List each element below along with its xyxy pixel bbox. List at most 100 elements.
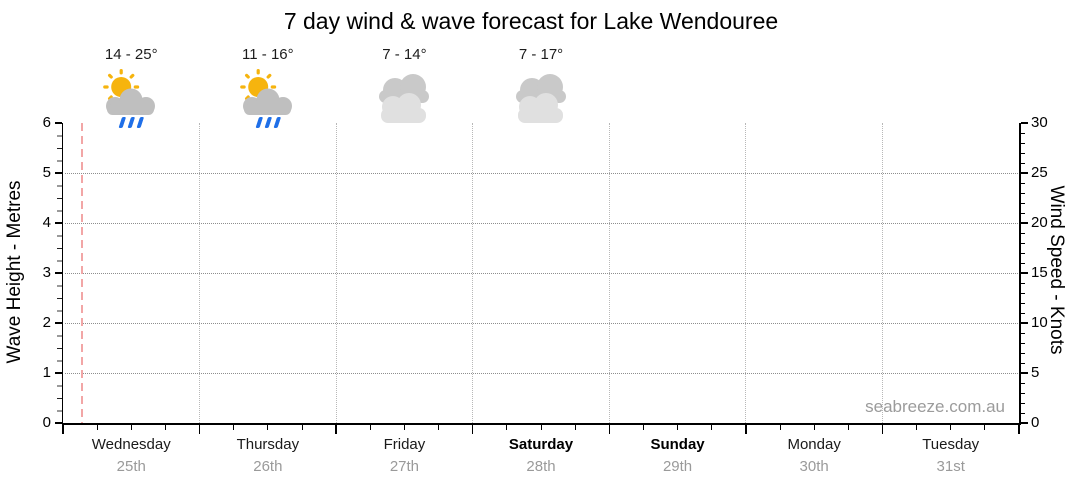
left-axis-minor-tick xyxy=(56,234,62,237)
x-axis-major-tick xyxy=(745,424,747,434)
right-axis-minor-tick xyxy=(1020,352,1025,354)
left-axis-tick-label: 1 xyxy=(42,364,51,381)
right-axis-minor-tick xyxy=(1020,292,1025,294)
cloudy-icon xyxy=(516,74,566,123)
day-weather-icon xyxy=(99,68,163,134)
left-axis-major-tick xyxy=(54,122,62,124)
x-axis-minor-tick xyxy=(96,424,98,430)
day-date-label: 31st xyxy=(936,458,965,475)
x-axis-major-tick xyxy=(198,424,201,434)
left-axis-minor-tick xyxy=(56,259,62,262)
x-axis-minor-tick xyxy=(984,424,986,430)
x-axis-minor-tick xyxy=(779,424,781,430)
day-temperature-label: 11 - 16° xyxy=(242,46,294,63)
day-temperature-label: 7 - 14° xyxy=(382,46,427,63)
left-axis-major-tick xyxy=(54,172,62,174)
horizontal-gridline xyxy=(65,222,1018,224)
horizontal-gridline xyxy=(65,322,1018,324)
day-date-label: 28th xyxy=(526,458,556,475)
left-axis-major-tick xyxy=(54,222,62,224)
vertical-gridline xyxy=(881,123,883,423)
x-axis-minor-tick xyxy=(506,424,508,430)
day-date-label: 25th xyxy=(116,458,146,475)
day-date-label: 27th xyxy=(389,458,420,475)
left-axis-minor-tick xyxy=(56,384,62,387)
right-axis-minor-tick xyxy=(1020,392,1025,394)
x-axis-minor-tick xyxy=(916,424,918,430)
right-axis-tick-label: 25 xyxy=(1031,164,1048,181)
horizontal-gridline xyxy=(65,372,1018,374)
day-weather-icon xyxy=(373,70,435,124)
vertical-gridline xyxy=(608,123,610,423)
x-axis-minor-tick xyxy=(301,424,303,430)
right-axis-minor-tick xyxy=(1020,332,1025,334)
right-axis-minor-tick xyxy=(1020,362,1025,364)
left-axis-tick-label: 2 xyxy=(42,314,51,331)
right-axis-minor-tick xyxy=(1020,262,1025,264)
chart-title: 7 day wind & wave forecast for Lake Wend… xyxy=(283,8,779,34)
right-axis-minor-tick xyxy=(1020,132,1025,134)
day-name-label: Wednesday xyxy=(91,436,171,453)
cloud-glyph xyxy=(242,88,292,115)
left-axis-minor-tick xyxy=(56,309,62,312)
x-axis-minor-tick xyxy=(130,424,132,430)
x-axis-major-tick xyxy=(881,424,884,434)
x-axis-major-tick xyxy=(62,424,64,434)
day-temperature-label: 7 - 17° xyxy=(518,46,564,63)
right-axis-minor-tick xyxy=(1020,402,1025,404)
right-axis-minor-tick xyxy=(1020,242,1025,244)
right-axis-major-tick xyxy=(1020,172,1028,174)
right-axis-major-tick xyxy=(1020,122,1028,124)
x-axis-minor-tick xyxy=(813,424,815,430)
left-axis-major-tick xyxy=(54,372,62,374)
x-axis-minor-tick xyxy=(540,424,542,430)
vertical-gridline xyxy=(199,123,201,423)
left-axis-minor-tick xyxy=(56,184,62,187)
right-axis-tick-label: 30 xyxy=(1031,114,1048,131)
day-date-label: 30th xyxy=(799,458,829,475)
bottom-axis-line xyxy=(61,423,1021,425)
day-name-label: Thursday xyxy=(236,436,300,453)
sun-cloud-rain-icon xyxy=(103,69,156,128)
x-axis-minor-tick xyxy=(403,424,405,430)
day-name-label: Sunday xyxy=(650,436,705,453)
x-axis-minor-tick xyxy=(950,424,952,430)
left-axis-minor-tick xyxy=(56,347,62,349)
left-axis-minor-tick xyxy=(56,334,62,337)
right-axis-major-tick xyxy=(1020,272,1028,274)
right-axis-minor-tick xyxy=(1020,252,1025,254)
cloudy-icon xyxy=(379,74,430,123)
x-axis-minor-tick xyxy=(369,424,371,430)
right-axis-line xyxy=(1019,123,1021,425)
right-axis-minor-tick xyxy=(1020,142,1025,144)
left-axis-minor-tick xyxy=(56,397,62,399)
left-axis-minor-tick xyxy=(56,359,62,362)
right-axis-major-tick xyxy=(1020,222,1028,224)
left-axis-tick-label: 6 xyxy=(42,114,51,131)
left-axis-line xyxy=(61,123,63,425)
left-axis-tick-label: 3 xyxy=(42,264,51,281)
right-axis-minor-tick xyxy=(1020,312,1025,314)
right-axis-minor-tick xyxy=(1020,182,1025,184)
right-axis-minor-tick xyxy=(1020,302,1025,304)
rain-glyph xyxy=(255,117,281,128)
right-axis-minor-tick xyxy=(1020,412,1025,414)
day-date-label: 26th xyxy=(253,458,283,475)
day-name-label: Monday xyxy=(787,436,841,453)
left-axis-tick-label: 4 xyxy=(42,214,51,231)
right-axis-tick-label: 0 xyxy=(1031,414,1040,431)
left-axis-minor-tick xyxy=(56,247,62,249)
x-axis-minor-tick xyxy=(847,424,849,430)
day-name-label: Friday xyxy=(383,436,426,453)
right-axis-minor-tick xyxy=(1020,162,1025,164)
x-axis-major-tick xyxy=(335,424,337,434)
vertical-gridline xyxy=(745,123,747,423)
front-cloud-glyph xyxy=(518,93,563,123)
right-axis-major-tick xyxy=(1020,322,1028,324)
left-axis-minor-tick xyxy=(56,147,62,149)
x-axis-minor-tick xyxy=(642,424,644,430)
right-axis-minor-tick xyxy=(1020,152,1025,154)
x-axis-minor-tick xyxy=(711,424,713,430)
